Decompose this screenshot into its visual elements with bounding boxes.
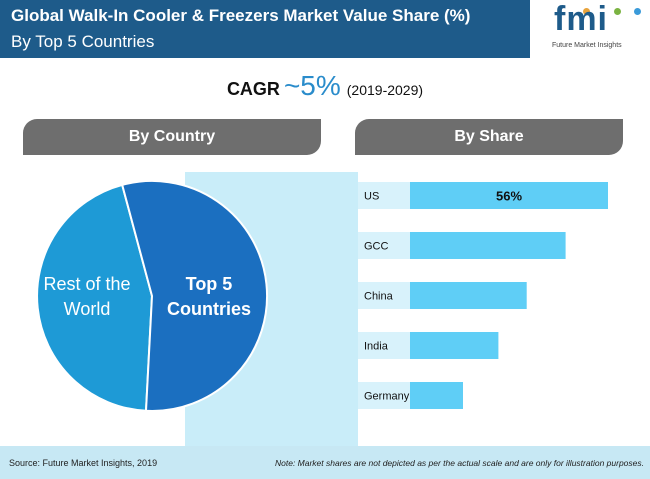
bar-india (410, 332, 499, 359)
cagr-label: CAGR (226, 79, 280, 99)
bar-label-bg (358, 332, 410, 359)
bar-label-bg (358, 382, 410, 409)
logo-dot (634, 8, 641, 15)
chart-title: Global Walk-In Cooler & Freezers Market … (11, 6, 471, 25)
bar-chart: US 56% GCC China India Germany (358, 182, 608, 409)
fmi-logo: fmi Future Market Insights (544, 0, 644, 54)
cagr-value: ~5% (283, 70, 341, 101)
footer: Source: Future Market Insights, 2019 Not… (0, 446, 650, 479)
source-text: Source: Future Market Insights, 2019 (9, 458, 158, 468)
bar-label-bg (358, 182, 410, 209)
pie-label-rest-of-the-world: Rest of the World (43, 274, 130, 319)
bar-label-bg (358, 282, 410, 309)
tab-by-country: By Country (23, 119, 321, 155)
bar-china (410, 282, 527, 309)
tab-by-share: By Share (355, 119, 623, 155)
pie-label-top-5-countries: Top 5 Countries (167, 274, 251, 319)
category-label-india: India (364, 341, 389, 353)
bar-germany (410, 382, 463, 409)
logo-dot (583, 8, 590, 15)
cagr-period: (2019-2029) (346, 82, 424, 98)
logo-dot (614, 8, 621, 15)
logo-subtitle: Future Market Insights (552, 42, 622, 49)
logo-text: fmi (554, 0, 608, 38)
pie-slice-top-5-countries (120, 180, 269, 412)
bar-label-bg (358, 232, 410, 259)
bar-gcc (410, 232, 566, 259)
pie-slice-rest-of-the-world (36, 183, 154, 412)
pie-chart: Rest of the World Top 5 Countries (36, 180, 269, 412)
header-banner: Global Walk-In Cooler & Freezers Market … (0, 0, 530, 58)
cagr-row: CAGR ~5% (2019-2029) (0, 70, 650, 104)
category-label-germany: Germany (364, 391, 410, 403)
chart-subtitle: By Top 5 Countries (11, 32, 155, 51)
category-label-us: US (364, 191, 379, 203)
bar-us (410, 182, 608, 209)
category-label-gcc: GCC (364, 241, 389, 253)
category-label-china: China (364, 291, 394, 303)
note-text: Note: Market shares are not depicted as … (274, 458, 644, 468)
data-label-us: 56% (496, 189, 522, 204)
